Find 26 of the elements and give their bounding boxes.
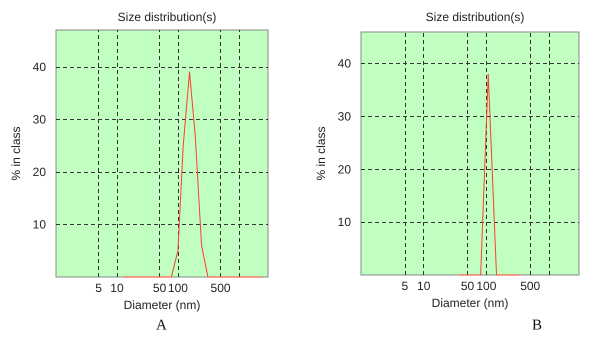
y-tick-label: 40 [338,56,352,71]
y-tick-label: 30 [338,110,352,124]
chart-title: Size distribution(s) [426,10,524,24]
y-tick-label: 10 [338,215,352,230]
y-tick-label: 10 [32,217,46,232]
x-tick-label: 100 [168,281,188,295]
chart-title: Size distribution(s) [118,10,216,24]
x-tick-label: 5 [401,279,408,293]
y-tick-label: 40 [32,60,46,74]
x-axis-title: Diameter (nm) [124,298,200,312]
x-axis-title: Diameter (nm) [432,296,508,310]
x-tick-label: 50 [460,279,475,293]
y-tick-label: 30 [32,112,46,126]
x-tick-label: 5 [95,281,102,295]
y-tick-label: 20 [338,162,352,176]
y-axis-title: % in class [314,126,328,181]
y-tick-label: 20 [32,164,46,179]
x-tick-label: 100 [476,279,497,293]
x-tick-label: 10 [110,281,124,295]
text: A [156,318,167,334]
x-tick-label: 10 [417,279,431,293]
text: B [532,318,542,334]
x-tick-label: 500 [520,279,541,293]
x-tick-label: 500 [210,281,231,295]
y-axis-title: % in class [8,126,23,181]
x-tick-label: 50 [152,281,167,295]
